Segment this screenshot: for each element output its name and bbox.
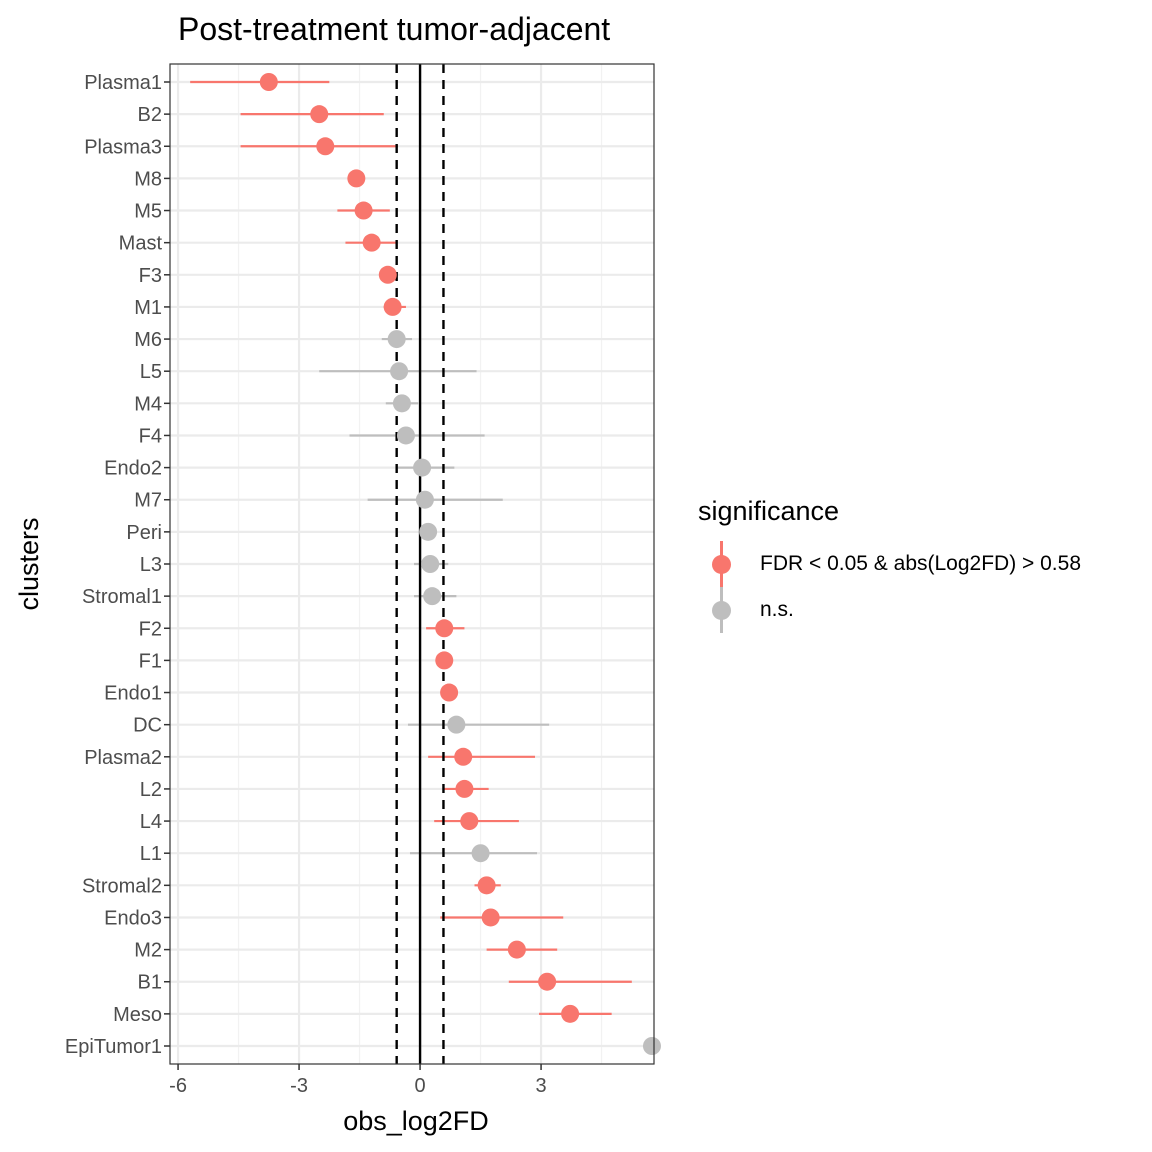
data-point [435,651,454,670]
y-tick-label: B1 [138,972,162,994]
data-point [387,330,406,349]
y-tick-label: M8 [134,168,162,190]
data-point [440,683,459,702]
data-point [435,619,454,638]
legend-key-significant [698,541,746,587]
data-point [413,458,432,477]
data-point [362,233,381,252]
y-tick-label: L1 [140,843,162,865]
y-tick-label: Endo3 [104,907,162,929]
y-tick-label: M5 [134,201,162,223]
legend-label-ns: n.s. [760,598,794,621]
data-point [481,908,500,927]
plot-panel: Plasma1 B2 Plasma3 M8 M5 Mast F3 M1 M6 L5 M4 F4 Endo… [65,63,661,1097]
legend-item-ns: n.s. [698,587,1081,633]
data-point [392,394,411,413]
y-tick-label: F1 [139,650,162,672]
y-tick-label: F3 [139,265,162,287]
y-tick-label: Plasma2 [84,747,162,769]
data-point [316,137,335,156]
y-tick-label: Stromal1 [82,586,162,608]
x-tick-label: -6 [169,1075,187,1097]
data-point [538,972,557,991]
y-tick-label: L2 [140,779,162,801]
legend-point-swatch [712,555,731,574]
data-point [447,715,466,734]
y-tick-label: Plasma3 [84,136,162,158]
x-axis-title: obs_log2FD [343,1106,489,1136]
y-tick-label: M2 [134,940,162,962]
y-tick-label: M1 [134,297,162,319]
data-point [561,1004,580,1023]
x-tick-label: 3 [536,1075,547,1097]
y-tick-label: DC [133,715,162,737]
y-tick-label: L4 [140,811,162,833]
data-point [354,201,373,220]
y-tick-label: EpiTumor1 [65,1036,162,1058]
y-tick-label: L3 [140,554,162,576]
legend-title: significance [698,496,840,526]
y-tick-label: Plasma1 [84,72,162,94]
data-point [423,587,442,606]
y-tick-label: Stromal2 [82,875,162,897]
data-point [419,522,438,541]
y-axis-title: clusters [14,517,44,610]
legend-key-ns [698,587,746,633]
chart-title: Post-treatment tumor-adjacent [178,11,610,47]
data-point [471,844,490,863]
data-point [259,73,278,91]
y-tick-label: Peri [126,522,162,544]
y-tick-label: Endo2 [104,458,162,480]
data-point [390,362,409,381]
x-tick-label: -3 [290,1075,308,1097]
y-tick-label: B2 [138,104,162,126]
data-point [347,169,366,188]
y-tick-label: Endo1 [104,683,162,705]
data-point [507,940,526,959]
y-tick-label: F2 [139,618,162,640]
data-point [421,555,440,573]
legend-point-swatch [712,601,731,620]
data-point [454,747,473,766]
data-point [415,490,434,509]
legend-item-significant: FDR < 0.05 & abs(Log2FD) > 0.58 [698,541,1081,587]
y-tick-label: Mast [119,233,163,255]
data-point [396,426,415,445]
legend: significance FDR < 0.05 & abs(Log2FD) > … [698,496,1081,633]
data-point [455,779,474,798]
y-tick-label: F4 [139,425,162,447]
y-tick-label: Meso [113,1004,162,1026]
y-tick-label: M7 [134,490,162,512]
y-tick-label: M4 [134,393,162,415]
data-point [477,876,496,895]
legend-label-significant: FDR < 0.05 & abs(Log2FD) > 0.58 [760,552,1081,575]
data-point [460,812,479,831]
y-tick-label: M6 [134,329,162,351]
y-tick-label: L5 [140,361,162,383]
x-tick-label: 0 [415,1075,426,1097]
data-point [383,297,402,316]
data-point [378,265,397,284]
data-point [642,1037,661,1055]
data-point [310,105,329,124]
